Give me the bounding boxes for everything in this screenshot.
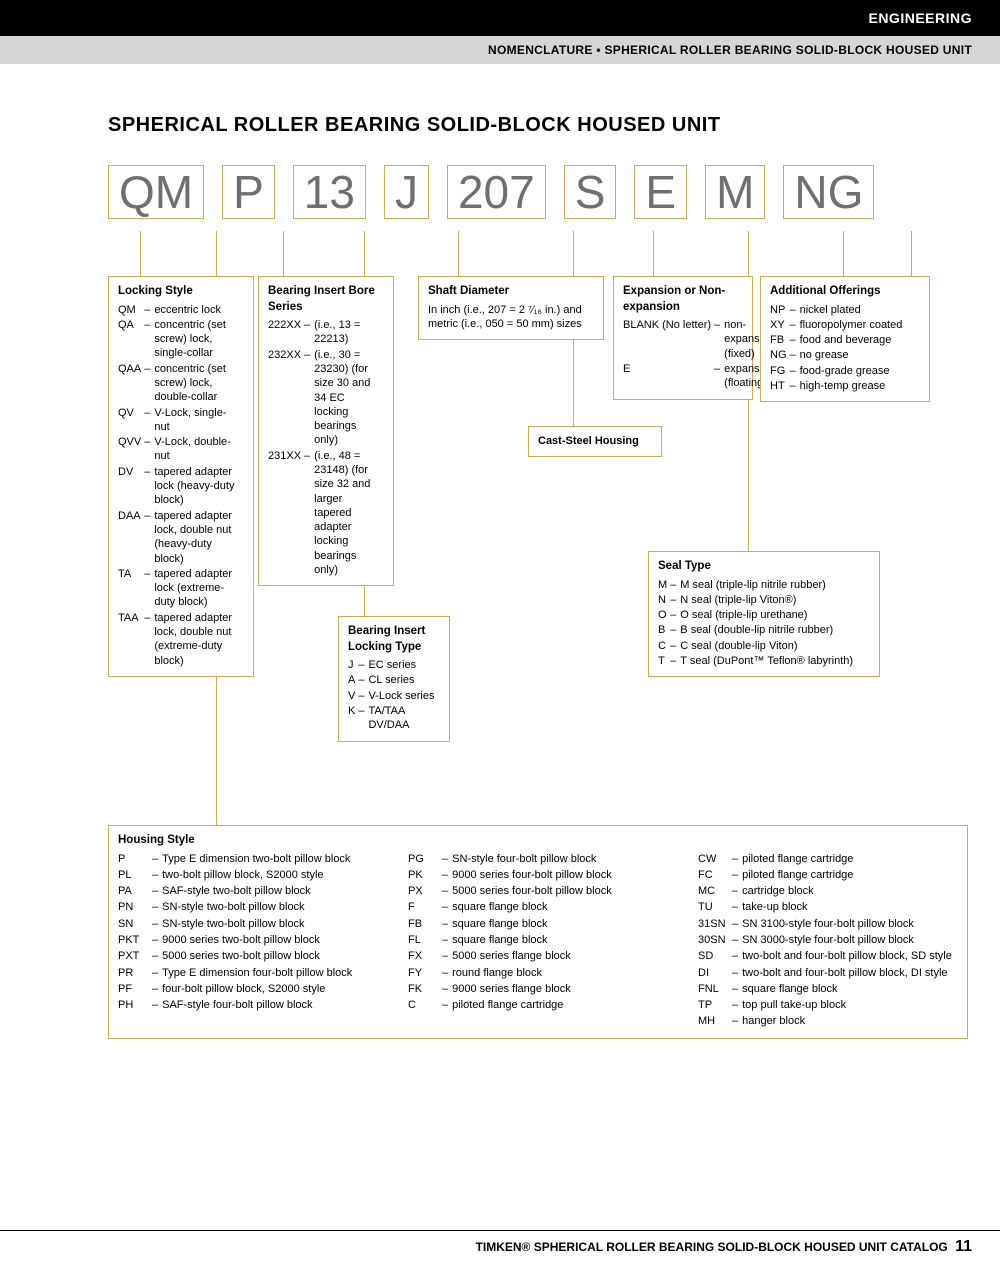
legend-title: Shaft Diameter [428,284,594,300]
legend-expansion: Expansion or Non-expansion BLANK (No let… [613,276,753,400]
code-part-7: E [634,165,687,219]
legend-title: Bearing Insert Locking Type [348,624,440,655]
code-part-1: QM [108,165,204,219]
code-part-5: 207 [447,165,546,219]
legend-additional: Additional Offerings NP–nickel platedXY–… [760,276,930,402]
top-black-bar: ENGINEERING [0,0,1000,36]
code-part-4: J [384,165,429,219]
page-title: SPHERICAL ROLLER BEARING SOLID-BLOCK HOU… [108,114,972,137]
legend-diagram: Locking Style QM–eccentric lockQA–concen… [108,231,978,1001]
nomenclature-code-row: QM P 13 J 207 S E M NG [108,165,972,219]
legend-shaft-diameter: Shaft Diameter In inch (i.e., 207 = 2 ⁷⁄… [418,276,604,340]
legend-title: Locking Style [118,284,244,300]
code-part-6: S [564,165,617,219]
legend-locking-type: Bearing Insert Locking Type J–EC seriesA… [338,616,450,742]
page-footer: TIMKEN® SPHERICAL ROLLER BEARING SOLID-B… [0,1230,1000,1256]
page-content: SPHERICAL ROLLER BEARING SOLID-BLOCK HOU… [0,64,1000,1021]
legend-title: Housing Style [118,833,958,849]
legend-bore-series: Bearing Insert Bore Series 222XX–(i.e., … [258,276,394,586]
legend-housing-style: Housing Style P–Type E dimension two-bol… [108,825,968,1039]
code-part-2: P [222,165,275,219]
code-part-3: 13 [293,165,366,219]
legend-title: Cast-Steel Housing [538,435,639,447]
sub-gray-bar: NOMENCLATURE • SPHERICAL ROLLER BEARING … [0,36,1000,64]
code-part-9: NG [783,165,874,219]
legend-title: Additional Offerings [770,284,920,300]
legend-text: In inch (i.e., 207 = 2 ⁷⁄₁₆ in.) and met… [428,303,594,333]
legend-seal-type: Seal Type M–M seal (triple-lip nitrile r… [648,551,880,677]
footer-text: TIMKEN® SPHERICAL ROLLER BEARING SOLID-B… [476,1240,948,1254]
legend-locking-style: Locking Style QM–eccentric lockQA–concen… [108,276,254,677]
legend-title: Bearing Insert Bore Series [268,284,384,315]
legend-title: Expansion or Non-expansion [623,284,743,315]
code-part-8: M [705,165,765,219]
legend-cast-steel: Cast-Steel Housing [528,426,662,457]
legend-title: Seal Type [658,559,870,575]
page-number: 11 [955,1238,972,1255]
